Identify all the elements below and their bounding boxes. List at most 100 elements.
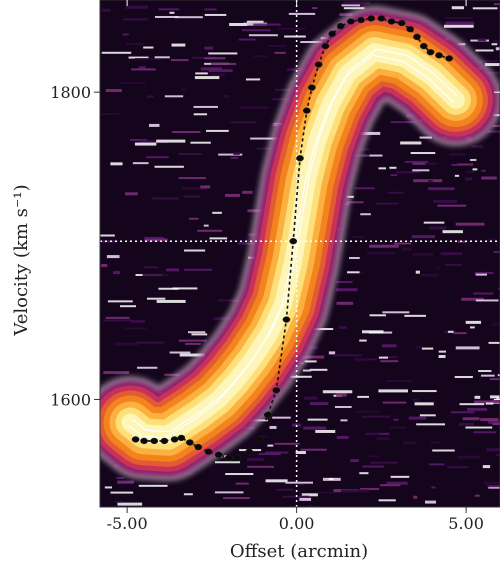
noise-streak bbox=[142, 273, 168, 277]
noise-streak bbox=[347, 271, 360, 274]
noise-streak bbox=[386, 481, 408, 485]
noise-streak bbox=[387, 191, 405, 194]
rotation-curve-point bbox=[160, 437, 169, 445]
noise-streak bbox=[489, 378, 500, 381]
noise-streak bbox=[415, 345, 422, 349]
noise-streak bbox=[143, 46, 154, 49]
noise-streak bbox=[492, 423, 500, 426]
noise-streak bbox=[475, 49, 494, 52]
noise-streak bbox=[359, 488, 380, 491]
noise-streak bbox=[274, 88, 291, 91]
rotation-curve-point bbox=[140, 437, 148, 445]
noise-streak bbox=[471, 145, 483, 149]
rotation-curve-point bbox=[413, 33, 421, 41]
noise-streak bbox=[354, 187, 375, 190]
noise-streak bbox=[125, 5, 148, 9]
noise-streak bbox=[481, 176, 497, 180]
noise-streak bbox=[384, 356, 398, 359]
noise-streak bbox=[102, 319, 133, 322]
noise-streak bbox=[253, 23, 281, 26]
noise-streak bbox=[376, 202, 399, 205]
rotation-curve-point bbox=[131, 436, 140, 443]
noise-streak bbox=[420, 162, 437, 166]
noise-streak bbox=[218, 153, 243, 156]
noise-streak bbox=[322, 390, 353, 394]
noise-streak bbox=[103, 371, 130, 375]
noise-streak bbox=[147, 95, 155, 98]
noise-streak bbox=[493, 251, 500, 254]
noise-streak bbox=[390, 121, 416, 124]
noise-streak bbox=[421, 273, 439, 277]
noise-streak bbox=[481, 169, 486, 172]
noise-streak bbox=[113, 342, 139, 346]
noise-streak bbox=[349, 257, 360, 260]
rotation-curve-point bbox=[346, 18, 355, 25]
noise-streak bbox=[496, 454, 500, 457]
noise-streak bbox=[361, 415, 391, 418]
noise-streak bbox=[300, 41, 323, 44]
noise-streak bbox=[204, 46, 214, 50]
noise-streak bbox=[465, 320, 482, 324]
contour-3 bbox=[132, 48, 459, 433]
noise-streak bbox=[493, 3, 500, 6]
noise-streak bbox=[380, 360, 399, 363]
noise-streak bbox=[265, 479, 288, 483]
noise-streak bbox=[288, 12, 316, 15]
noise-streak bbox=[203, 224, 209, 227]
noise-streak bbox=[412, 252, 433, 256]
noise-streak bbox=[304, 360, 317, 363]
noise-streak bbox=[166, 268, 180, 272]
noise-streak bbox=[492, 322, 500, 326]
noise-streak bbox=[191, 333, 208, 336]
noise-streak bbox=[369, 461, 398, 464]
noise-streak bbox=[483, 481, 500, 485]
noise-streak bbox=[268, 44, 287, 47]
rotation-curve-point bbox=[406, 26, 415, 33]
noise-streak bbox=[400, 141, 422, 145]
noise-streak bbox=[247, 457, 265, 461]
rotation-curve-point bbox=[224, 454, 233, 461]
noise-streak bbox=[459, 403, 485, 406]
noise-streak bbox=[358, 148, 370, 151]
noise-streak bbox=[277, 27, 306, 30]
noise-streak bbox=[158, 8, 180, 11]
noise-streak bbox=[341, 4, 360, 7]
noise-streak bbox=[189, 217, 199, 220]
noise-streak bbox=[105, 316, 130, 319]
noise-streak bbox=[164, 373, 180, 376]
noise-streak bbox=[444, 24, 474, 28]
noise-streak bbox=[117, 502, 143, 506]
noise-streak bbox=[225, 473, 254, 476]
noise-streak bbox=[105, 89, 122, 93]
noise-streak bbox=[404, 314, 426, 317]
x-axis-label: Offset (arcmin) bbox=[230, 541, 368, 562]
noise-streak bbox=[158, 287, 179, 290]
noise-streak bbox=[474, 494, 480, 497]
noise-streak bbox=[242, 190, 253, 194]
noise-streak bbox=[152, 197, 179, 200]
noise-streak bbox=[457, 455, 481, 459]
noise-streak bbox=[334, 405, 352, 408]
noise-streak bbox=[115, 500, 122, 503]
noise-streak bbox=[466, 407, 488, 411]
noise-streak bbox=[368, 455, 379, 458]
noise-streak bbox=[178, 339, 207, 342]
noise-streak bbox=[315, 429, 336, 433]
noise-streak bbox=[290, 375, 312, 378]
noise-streak bbox=[238, 38, 256, 41]
noise-streak bbox=[282, 495, 310, 498]
noise-streak bbox=[300, 448, 327, 451]
noise-streak bbox=[272, 416, 291, 419]
noise-streak bbox=[101, 8, 111, 12]
noise-streak bbox=[488, 341, 500, 344]
noise-streak bbox=[250, 137, 281, 140]
noise-streak bbox=[453, 332, 467, 335]
noise-streak bbox=[169, 11, 175, 14]
noise-streak bbox=[419, 414, 436, 417]
noise-streak bbox=[411, 235, 436, 239]
noise-streak bbox=[110, 162, 123, 166]
noise-streak bbox=[295, 483, 305, 486]
noise-streak bbox=[100, 240, 118, 243]
noise-streak bbox=[465, 426, 493, 429]
